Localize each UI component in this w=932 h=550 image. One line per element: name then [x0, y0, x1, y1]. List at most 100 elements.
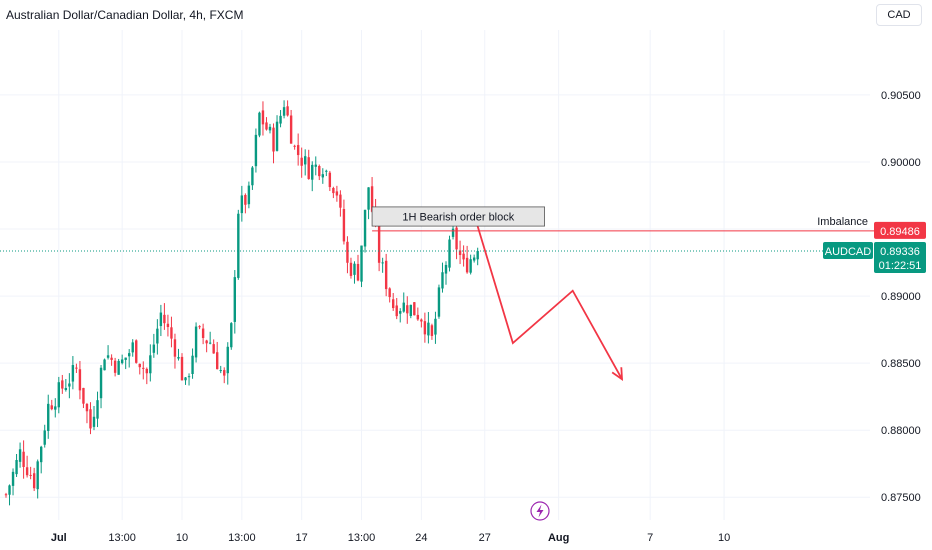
- candle-body: [409, 304, 412, 316]
- candle-body: [314, 164, 317, 167]
- candle-body: [110, 357, 113, 360]
- candle-body: [11, 471, 15, 486]
- candle-body: [135, 340, 138, 363]
- annotations: 1H Bearish order block Imbalance: [0, 206, 874, 382]
- candle-body: [339, 194, 342, 208]
- candle-body: [138, 363, 141, 368]
- candle-body: [304, 156, 307, 165]
- candle-body: [346, 241, 349, 263]
- y-tick-label: 0.89000: [881, 291, 921, 303]
- candle-body: [15, 460, 18, 475]
- candle-body: [71, 365, 75, 382]
- lightning-icon: [536, 504, 544, 518]
- candle-body: [265, 122, 268, 130]
- candle-body: [4, 494, 8, 496]
- imbalance-label: Imbalance: [817, 216, 868, 228]
- x-tick-label: 7: [647, 532, 653, 544]
- candle-body: [43, 430, 46, 445]
- candle-body: [194, 326, 198, 358]
- candle-body: [296, 145, 300, 156]
- candle-body: [455, 227, 458, 250]
- candle-body: [205, 340, 208, 344]
- candle-body: [170, 327, 173, 339]
- x-tick-label: Aug: [548, 532, 569, 544]
- candle-body: [469, 259, 472, 273]
- symbol-text: AUDCAD: [825, 246, 872, 258]
- projection-arrow-head: [611, 367, 624, 382]
- x-tick-label: 17: [296, 532, 308, 544]
- candle-body: [328, 172, 332, 188]
- candle-body: [8, 485, 11, 495]
- candle-body: [99, 367, 103, 399]
- candle-body: [437, 287, 441, 317]
- candle-body: [363, 209, 367, 247]
- y-tick-label: 0.88000: [881, 425, 921, 437]
- x-tick-label: 10: [176, 532, 188, 544]
- last-price-text: 0.89336: [880, 246, 920, 258]
- candle-body: [54, 406, 57, 410]
- candle-body: [325, 170, 328, 172]
- candle-body: [159, 312, 163, 327]
- candle-body: [156, 328, 159, 344]
- candle-body: [384, 260, 388, 290]
- candle-body: [226, 346, 229, 374]
- y-tick-label: 0.88500: [881, 358, 921, 370]
- order-block-box[interactable]: [371, 206, 545, 227]
- candle-body: [131, 342, 134, 353]
- candle-body: [78, 369, 82, 391]
- candle-body: [57, 382, 60, 408]
- candle-body: [82, 387, 85, 404]
- candle-body: [184, 377, 187, 381]
- imbalance-price-badge: [874, 221, 926, 239]
- projection-arrow-path[interactable]: [476, 226, 623, 380]
- candle-body: [332, 187, 335, 194]
- candle-body: [223, 370, 226, 376]
- chart-title: Australian Dollar/Canadian Dollar, 4h, F…: [6, 8, 244, 22]
- candle-body: [201, 328, 205, 338]
- candle-body: [124, 357, 127, 360]
- candle-body: [367, 187, 370, 210]
- last-price-badge: [874, 242, 926, 274]
- candle-body: [152, 344, 156, 353]
- candle-body: [25, 467, 29, 476]
- candle-body: [258, 112, 261, 136]
- candle-body: [120, 359, 124, 364]
- candle-body: [145, 368, 148, 374]
- candle-body: [275, 121, 279, 151]
- candle-body: [208, 342, 212, 344]
- candle-body: [318, 165, 321, 177]
- candle-body: [286, 106, 289, 116]
- candle-body: [416, 314, 420, 320]
- order-block-label: 1H Bearish order block: [402, 212, 514, 224]
- candles: [4, 100, 479, 506]
- candle-body: [434, 318, 437, 335]
- candle-body: [472, 257, 476, 261]
- event-icon[interactable]: [530, 501, 550, 521]
- candle-body: [18, 449, 22, 462]
- candle-body: [465, 257, 469, 273]
- candle-body: [85, 404, 89, 412]
- candle-body: [92, 416, 96, 427]
- candle-body: [342, 209, 346, 242]
- candle-body: [198, 326, 201, 328]
- candle-body: [300, 157, 303, 166]
- candle-body: [187, 376, 191, 378]
- candle-body: [177, 357, 180, 359]
- candle-body: [40, 446, 43, 463]
- candle-body: [430, 325, 434, 336]
- currency-button[interactable]: CAD: [876, 4, 922, 26]
- price-labels: 0.89486 AUDCAD 0.89336 01:22:51: [823, 221, 926, 274]
- x-tick-label: 27: [479, 532, 491, 544]
- candle-body: [451, 228, 455, 237]
- candle-body: [413, 302, 416, 316]
- price-axis: 0.905000.900000.895000.890000.885000.880…: [881, 90, 921, 504]
- candle-body: [64, 387, 68, 391]
- candle-body: [251, 167, 254, 186]
- imbalance-price-text: 0.89486: [880, 226, 920, 238]
- y-tick-label: 0.87500: [881, 492, 921, 504]
- candle-body: [68, 383, 71, 387]
- candle-body: [244, 194, 247, 205]
- candle-body: [406, 305, 409, 314]
- candle-body: [103, 359, 106, 371]
